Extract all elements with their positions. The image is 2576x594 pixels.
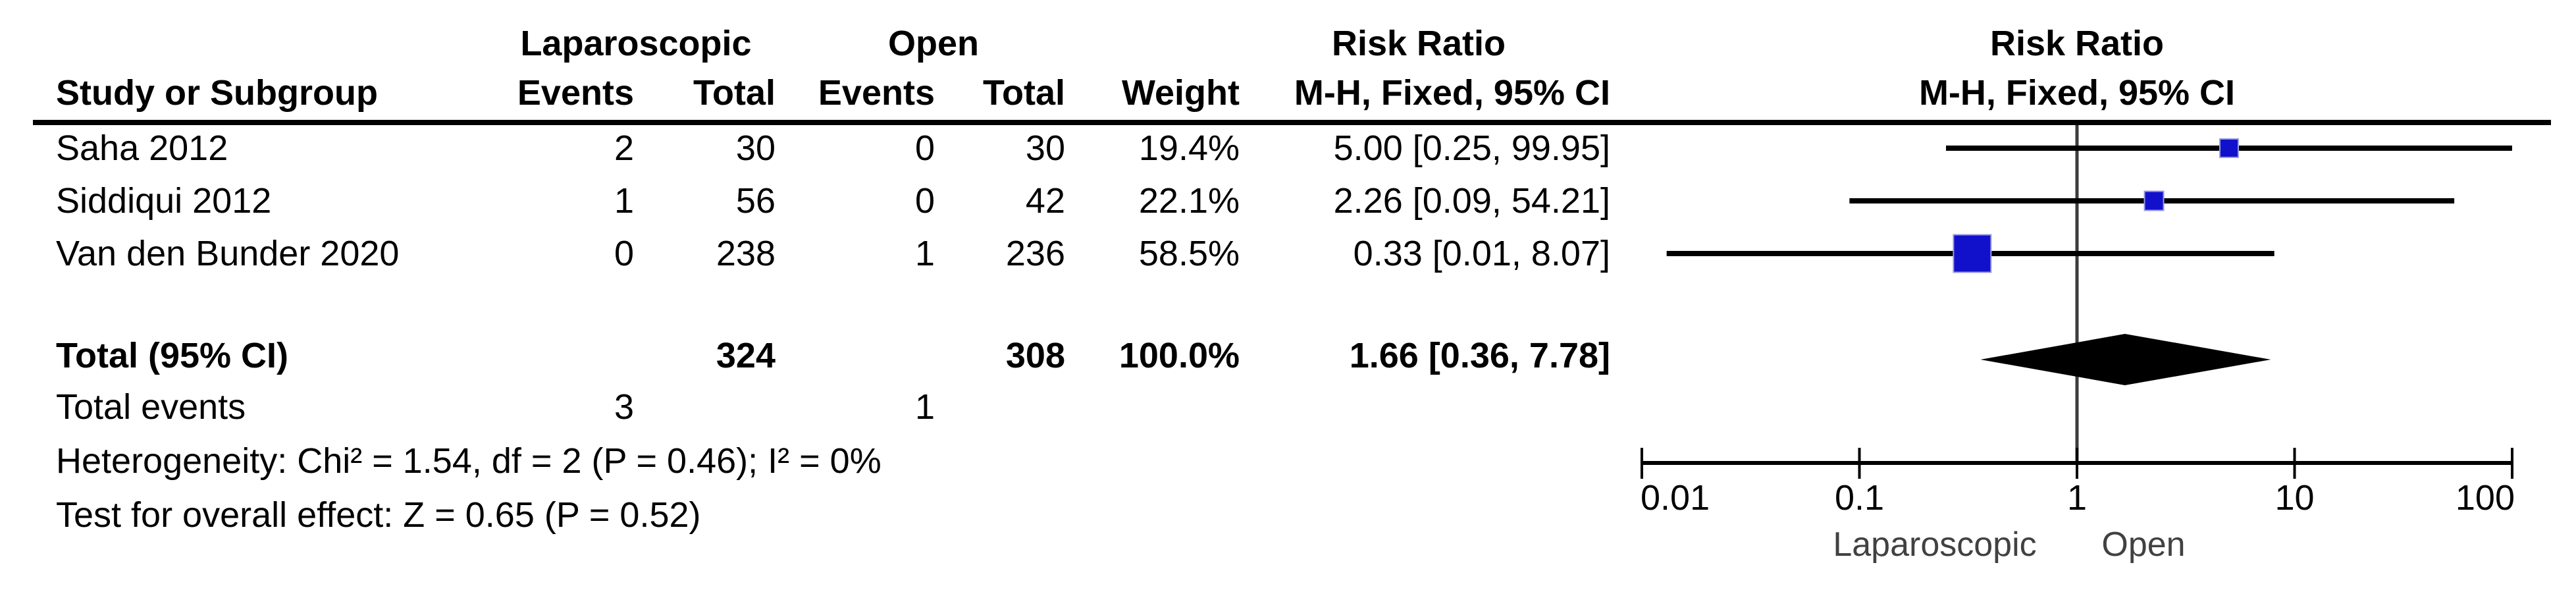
total1-column-header: Total (693, 73, 775, 113)
pooled-diamond (1980, 334, 2271, 385)
header-group-row: Laparoscopic Open Risk Ratio Risk Ratio (0, 17, 2576, 70)
overall-effect-row: Test for overall effect: Z = 0.65 (P = 0… (0, 489, 2576, 541)
table-row: Siddiqui 2012 1 56 0 42 22.1% 2.26 [0.09… (0, 175, 2576, 227)
header-columns-row: Study or Subgroup Events Total Events To… (0, 67, 2576, 119)
risk-ratio-ci-value: 5.00 [0.25, 99.95] (1333, 128, 1610, 168)
heterogeneity-stat: Heterogeneity: Chi² = 1.54, df = 2 (P = … (56, 441, 881, 481)
overall-effect-stat: Test for overall effect: Z = 0.65 (P = 0… (56, 495, 701, 535)
axis-footer-label: Open (2101, 526, 2185, 564)
weight-value: 58.5% (1138, 234, 1240, 273)
column-group-laparoscopic: Laparoscopic (520, 24, 752, 63)
events-laparoscopic: 2 (614, 128, 634, 168)
events2-column-header: Events (818, 73, 935, 113)
x-tick-label: 100 (2456, 478, 2515, 518)
risk-ratio-square (2143, 190, 2165, 211)
weight-column-header: Weight (1122, 73, 1240, 113)
total-label: Total (95% CI) (56, 336, 289, 375)
events-open: 1 (914, 234, 935, 273)
total-laparoscopic: 30 (735, 128, 775, 168)
weight-value: 19.4% (1138, 128, 1240, 168)
total-row: Total (95% CI) 324 308 100.0% 1.66 [0.36… (0, 329, 2576, 382)
risk-ratio-plot-title: Risk Ratio (1989, 24, 2165, 63)
total2-column-header: Total (983, 73, 1065, 113)
total-open: 42 (1025, 181, 1065, 221)
events-open: 0 (914, 128, 935, 168)
grand-total-laparoscopic: 324 (716, 336, 775, 375)
risk-ratio-square (1953, 234, 1992, 273)
risk-ratio-ci-value: 0.33 [0.01, 8.07] (1353, 234, 1610, 273)
x-tick-label: 1 (2067, 478, 2087, 518)
total-events-label: Total events (56, 387, 246, 427)
events1-column-header: Events (517, 73, 634, 113)
axis-footer-label: Laparoscopic (1833, 526, 2036, 564)
events-laparoscopic: 0 (614, 234, 634, 273)
ci-column-header: M-H, Fixed, 95% CI (1294, 73, 1610, 113)
study-name: Van den Bunder 2020 (56, 234, 400, 273)
pooled-risk-ratio-ci: 1.66 [0.36, 7.78] (1349, 336, 1610, 375)
study-column-header: Study or Subgroup (56, 73, 378, 113)
table-row: Van den Bunder 2020 0 238 1 236 58.5% 0.… (0, 227, 2576, 280)
table-row: Saha 2012 2 30 0 30 19.4% 5.00 [0.25, 99… (0, 122, 2576, 175)
ci-plot-header: M-H, Fixed, 95% CI (1918, 73, 2236, 113)
events-laparoscopic: 1 (614, 181, 634, 221)
study-name: Saha 2012 (56, 128, 228, 168)
x-tick-label: 0.01 (1641, 478, 1710, 518)
total-laparoscopic: 238 (716, 234, 775, 273)
total-open: 236 (1005, 234, 1065, 273)
total-weight: 100.0% (1118, 336, 1240, 375)
total-events-open: 1 (914, 387, 935, 427)
events-open: 0 (914, 181, 935, 221)
total-laparoscopic: 56 (735, 181, 775, 221)
weight-value: 22.1% (1138, 181, 1240, 221)
x-tick-label: 10 (2274, 478, 2314, 518)
x-tick-label: 0.1 (1835, 478, 1884, 518)
risk-ratio-column-title: Risk Ratio (1331, 24, 1506, 63)
total-events-row: Total events 3 1 (0, 381, 2576, 433)
grand-total-open: 308 (1005, 336, 1065, 375)
column-group-open: Open (887, 24, 980, 63)
heterogeneity-row: Heterogeneity: Chi² = 1.54, df = 2 (P = … (0, 435, 2576, 487)
study-name: Siddiqui 2012 (56, 181, 272, 221)
total-open: 30 (1025, 128, 1065, 168)
header-rule (33, 120, 2551, 125)
total-events-laparoscopic: 3 (614, 387, 634, 427)
risk-ratio-ci-value: 2.26 [0.09, 54.21] (1333, 181, 1610, 221)
risk-ratio-square (2219, 138, 2240, 158)
